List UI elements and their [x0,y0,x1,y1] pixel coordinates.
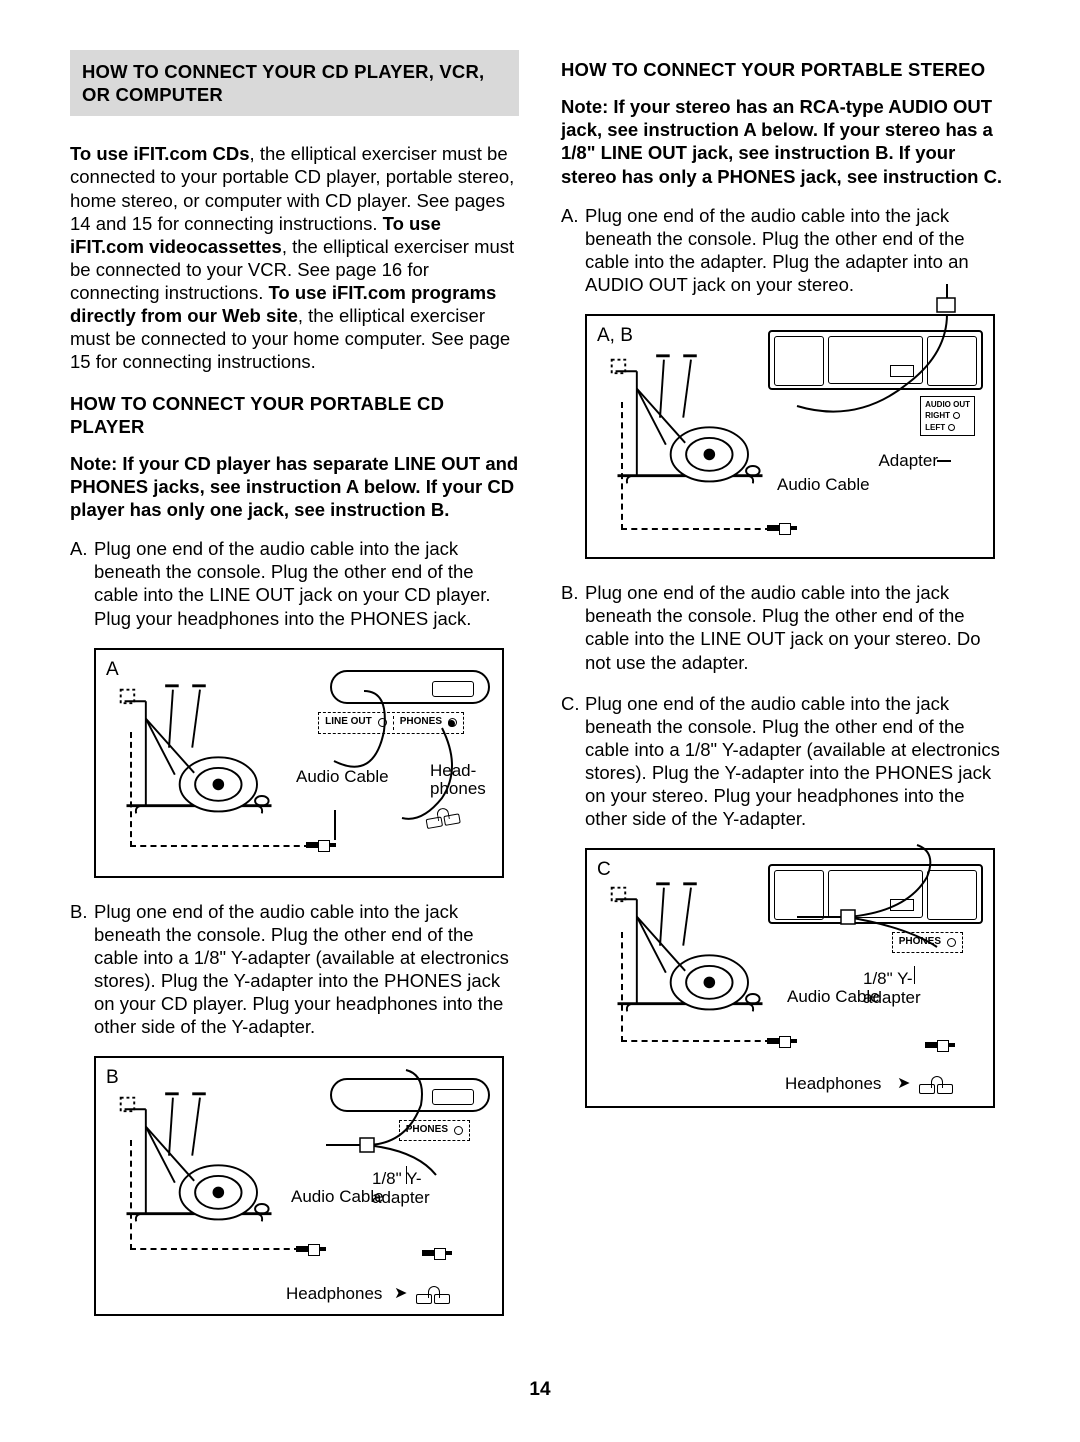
note-cd: Note: If your CD player has separate LIN… [70,452,519,521]
plug-icon [925,1040,955,1050]
stereo-icon [768,330,983,390]
diagram-corner: A, B [597,324,633,348]
intro-b1: To use iFIT.com CDs [70,143,250,164]
cable-dashed [621,932,771,1042]
diagram-corner: B [106,1066,119,1090]
jack-dot [454,1126,463,1135]
step-b-right: B. Plug one end of the audio cable into … [561,581,1010,674]
step-letter: A. [561,204,585,297]
diagram-stereo-c: C PHONES Audio Cable 1/8" Y-adapter H [585,848,995,1108]
step-a-left: A. Plug one end of the audio cable into … [70,537,519,630]
yadapter-curve [797,907,967,1052]
leader-line [334,810,336,840]
plug-icon [422,1248,452,1258]
audio-cable-label: Audio Cable [296,768,389,787]
step-text: Plug one end of the audio cable into the… [94,900,519,1039]
diagram-stereo-ab: A, B AUDIO OUT RIGHT LEFT Adapter [585,314,995,559]
headphones-icon [416,1292,452,1304]
adapter-label: Adapter [878,450,938,471]
diagram-corner: A [106,658,119,682]
arrow-icon: ➤ [394,1284,407,1304]
page-number: 14 [70,1378,1010,1402]
cdplayer-icon [330,670,490,704]
cable-dashed [130,1140,300,1250]
headphones-icon [919,1082,955,1094]
step-c-right: C. Plug one end of the audio cable into … [561,692,1010,831]
plug-icon [306,840,336,850]
plug-icon [296,1244,326,1254]
step-a-right: A. Plug one end of the audio cable into … [561,204,1010,297]
leader-line [406,1166,408,1184]
cdplayer-icon [330,1078,490,1112]
plug-icon [767,1036,797,1046]
headphones-label: Headphones [785,1073,881,1094]
leader-line [937,460,951,462]
step-letter: B. [70,900,94,1039]
subhead-stereo: HOW TO CONNECT YOUR PORTABLE STEREO [561,58,1010,81]
diagram-cd-a: A LINE OUT PHONES Audio Cable Head-phone… [94,648,504,878]
diagram-cd-b: B PHONES Audio Cable 1/8" Y-adapter Head… [94,1056,504,1316]
step-letter: C. [561,692,585,831]
note-stereo: Note: If your stereo has an RCA-type AUD… [561,95,1010,188]
headphones-label: Headphones [286,1283,382,1304]
section-header-left: HOW TO CONNECT YOUR CD PLAYER, VCR, OR C… [70,50,519,116]
cable-dashed [130,732,310,847]
step-letter: B. [561,581,585,674]
arrow-icon: ➤ [897,1074,910,1094]
cable-dashed [621,402,771,530]
leader-line [914,966,916,984]
step-letter: A. [70,537,94,630]
subhead-cd: HOW TO CONNECT YOUR PORTABLE CD PLAYER [70,392,519,438]
lineout-label: LINE OUT [325,716,372,729]
yadapter-curve [326,1135,466,1260]
step-text: Plug one end of the audio cable into the… [585,692,1010,831]
jack-dot [448,718,457,727]
step-text: Plug one end of the audio cable into the… [94,537,519,630]
audio-cable-label: Audio Cable [777,474,870,495]
plug-icon [767,523,797,533]
step-text: Plug one end of the audio cable into the… [585,204,1010,297]
step-text: Plug one end of the audio cable into the… [585,581,1010,674]
intro-paragraph: To use iFIT.com CDs, the elliptical exer… [70,142,519,373]
step-b-left: B. Plug one end of the audio cable into … [70,900,519,1039]
